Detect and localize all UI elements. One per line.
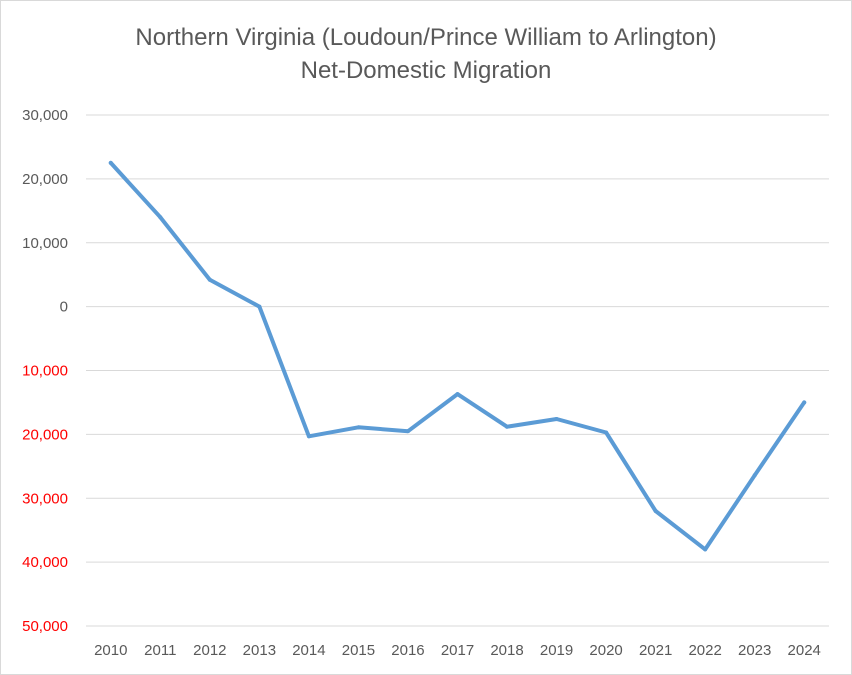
x-tick-label: 2014 (292, 642, 325, 659)
y-tick-label: 20,000 (22, 171, 68, 188)
y-tick-label: 10,000 (22, 235, 68, 252)
y-tick-label: 0 (60, 299, 68, 316)
x-tick-label: 2011 (144, 642, 176, 659)
data-point (802, 400, 807, 405)
x-tick-label: 2021 (639, 642, 672, 659)
y-tick-label: 50,000 (22, 618, 68, 635)
y-tick-label: 10,000 (22, 363, 68, 380)
chart-title: Northern Virginia (Loudoun/Prince Willia… (1, 21, 851, 87)
x-tick-label: 2018 (490, 642, 523, 659)
x-tick-label: 2012 (193, 642, 226, 659)
x-tick-label: 2010 (94, 642, 127, 659)
x-tick-label: 2023 (738, 642, 771, 659)
y-tick-label: 30,000 (22, 107, 68, 124)
series-line (108, 160, 807, 552)
data-point (703, 547, 708, 552)
x-tick-label: 2015 (342, 642, 375, 659)
data-point (207, 277, 212, 282)
x-tick-label: 2022 (688, 642, 721, 659)
data-point (455, 392, 460, 397)
x-tick-label: 2019 (540, 642, 573, 659)
data-point (306, 434, 311, 439)
data-point (356, 425, 361, 430)
data-point (554, 417, 559, 422)
data-point (158, 215, 163, 220)
chart-title-line-2: Net-Domestic Migration (300, 57, 552, 84)
y-tick-label: 40,000 (22, 554, 68, 571)
data-point (505, 424, 510, 429)
y-tick-label: 20,000 (22, 426, 68, 443)
x-tick-label: 2024 (788, 642, 821, 659)
data-point (257, 304, 262, 309)
x-tick-label: 2020 (589, 642, 622, 659)
x-tick-label: 2017 (441, 642, 474, 659)
chart-title-line-1: Northern Virginia (Loudoun/Prince Willia… (135, 24, 717, 51)
x-tick-label: 2013 (243, 642, 276, 659)
data-point (653, 509, 658, 514)
data-point (405, 429, 410, 434)
data-point (604, 430, 609, 435)
y-tick-label: 30,000 (22, 490, 68, 507)
x-tick-label: 2016 (391, 642, 424, 659)
data-point (108, 160, 113, 165)
data-point (752, 473, 757, 478)
